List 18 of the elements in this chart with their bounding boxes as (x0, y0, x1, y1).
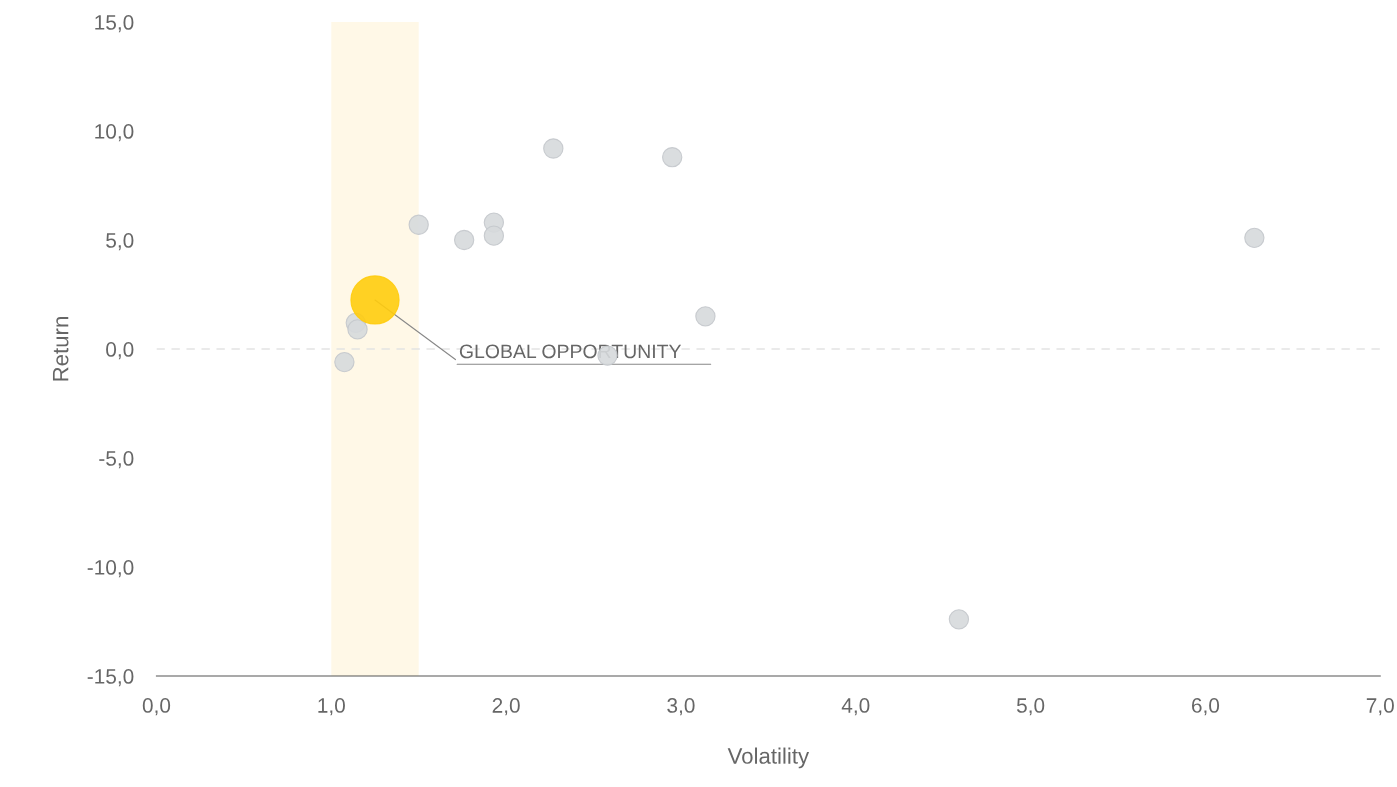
x-tick-label: 6,0 (1191, 698, 1220, 716)
y-tick-label: 5,0 (106, 233, 134, 251)
y-tick-label: -15,0 (87, 669, 134, 687)
y-tick-label: 10,0 (95, 124, 134, 142)
y-tick-label: -5,0 (99, 451, 134, 469)
x-tick-label: 0,0 (142, 698, 171, 716)
x-tick-label: 1,0 (318, 698, 345, 716)
y-tick-label: 0,0 (106, 342, 134, 360)
x-tick-label: 2,0 (492, 698, 520, 716)
y-tick-label: -10,0 (87, 560, 134, 578)
annotation: GLOBAL OPPORTUNITY (459, 344, 682, 359)
y-tick-label: 15,0 (95, 15, 134, 33)
y-axis-title: Return (52, 317, 69, 381)
x-tick-label: 7,0 (1366, 698, 1394, 716)
x-tick-label: 4,0 (841, 698, 870, 716)
x-axis-title: Volatility (727, 747, 810, 769)
x-tick-label: 3,0 (667, 698, 695, 716)
x-tick-label: 5,0 (1016, 698, 1045, 716)
